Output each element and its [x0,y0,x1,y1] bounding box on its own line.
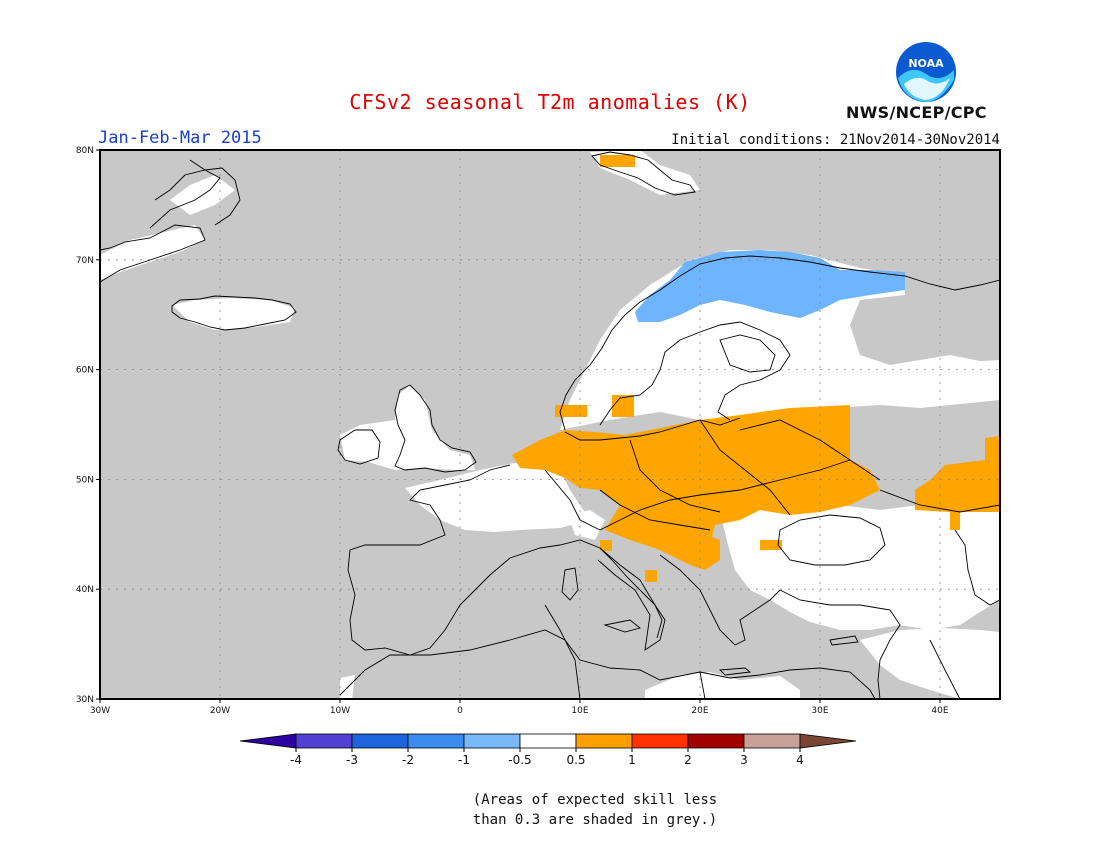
noaa-logo-text: NOAA [908,57,944,70]
colorbar-label: 1 [628,753,636,767]
colorbar: -4 -3 -2 -1 -0.5 0.5 1 2 3 4 [239,733,857,767]
lon-label: 20E [691,706,708,716]
colorbar-label: 0.5 [566,753,585,767]
colorbar-box [631,733,689,749]
lat-label: 30N [76,695,94,705]
colorbar-label: -0.5 [508,753,531,767]
colorbar-label: 3 [740,753,748,767]
lat-label: 70N [76,256,94,266]
colorbar-box [575,733,633,749]
noaa-logo: NOAA [894,40,958,108]
colorbar-box [463,733,521,749]
page-title: CFSv2 seasonal T2m anomalies (K) [349,90,751,114]
lon-label: 30W [90,706,110,716]
colorbar-box [687,733,745,749]
cool-anomaly-regions [635,250,905,322]
lon-label: 0 [457,706,463,716]
lon-label: 10W [330,706,350,716]
colorbar-box [351,733,409,749]
colorbar-label: -3 [346,753,358,767]
skill-caption: (Areas of expected skill less than 0.3 a… [440,790,750,830]
axis-labels: 30N 40N 50N 60N 70N 80N 30W 20W 10W 0 10E 20E 30E 40E [76,146,949,716]
colorbar-label: 2 [684,753,692,767]
warm-anomaly-regions [512,155,1000,582]
lat-label: 80N [76,146,94,156]
colorbar-label: -1 [458,753,470,767]
colorbar-label: -4 [290,753,302,767]
map-gridlines [100,150,1000,699]
map-frame [99,149,1001,700]
colorbar-box [743,733,801,749]
colorbar-box [295,733,353,749]
forecast-period: Jan-Feb-Mar 2015 [98,128,262,148]
caption-line-1: (Areas of expected skill less [472,792,718,808]
coastlines [100,151,1000,699]
lat-label: 60N [76,366,94,376]
colorbar-right-arrow [799,733,857,749]
lon-label: 20W [210,706,230,716]
caption-line-2: than 0.3 are shaded in grey.) [472,812,718,828]
colorbar-label: -2 [402,753,414,767]
lon-label: 30E [811,706,828,716]
lon-label: 40E [931,706,948,716]
colorbar-box [407,733,465,749]
organization-label: NWS/NCEP/CPC [846,103,987,122]
lon-label: 10E [571,706,588,716]
initial-conditions: Initial conditions: 21Nov2014-30Nov2014 [671,132,1000,148]
lat-label: 40N [76,585,94,595]
colorbar-left-arrow [239,733,297,749]
lat-label: 50N [76,475,94,485]
axis-ticks [96,149,941,703]
colorbar-box [519,733,577,749]
colorbar-label: 4 [796,753,804,767]
